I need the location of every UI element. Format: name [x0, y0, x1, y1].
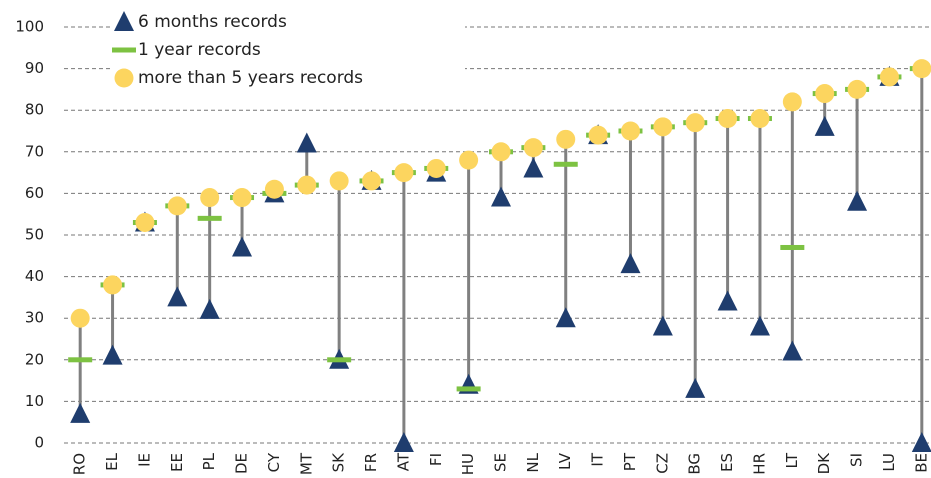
y-tick-label: 100	[15, 18, 44, 36]
circle-marker	[394, 163, 414, 183]
x-tick-label: RO	[71, 453, 89, 475]
x-tick-label: FI	[427, 453, 445, 466]
triangle-marker	[555, 307, 576, 328]
x-tick-label: LT	[783, 452, 801, 468]
triangle-marker	[393, 432, 414, 452]
x-tick-label: EL	[103, 452, 121, 470]
circle-marker	[523, 138, 543, 158]
circle-marker	[815, 84, 835, 104]
circle-marker	[620, 121, 640, 141]
triangle-marker	[491, 186, 511, 207]
circle-marker	[329, 171, 349, 191]
y-tick-label: 0	[34, 434, 44, 452]
circle-marker	[912, 59, 931, 79]
circle-marker	[653, 117, 673, 137]
circle-marker	[200, 188, 220, 208]
x-tick-label: NL	[524, 452, 542, 472]
circle-marker	[556, 129, 576, 149]
circle-marker	[103, 275, 123, 295]
triangle-marker	[70, 402, 91, 423]
circle-marker	[847, 79, 867, 99]
x-tick-label: HU	[459, 453, 477, 475]
legend-label: more than 5 years records	[138, 68, 363, 88]
circle-marker	[135, 213, 155, 233]
dash-marker	[553, 161, 578, 167]
circle-marker	[491, 142, 511, 162]
circle-marker	[879, 67, 899, 87]
y-tick-label: 90	[25, 59, 44, 77]
legend-label: 1 year records	[138, 40, 261, 60]
triangle-marker	[847, 190, 868, 211]
x-tick-label: AT	[394, 452, 412, 471]
x-tick-label: IT	[589, 452, 607, 466]
dash-marker	[68, 357, 93, 363]
triangle-marker	[167, 286, 188, 307]
legend-label: 6 months records	[138, 12, 287, 32]
dash-marker	[327, 357, 352, 363]
x-tick-label: SE	[492, 453, 510, 472]
x-tick-label: HR	[750, 453, 768, 475]
x-tick-label: DK	[815, 452, 833, 475]
circle-marker	[718, 109, 738, 129]
triangle-marker	[620, 253, 641, 274]
x-tick-label: ES	[718, 453, 736, 472]
y-tick-label: 30	[25, 309, 44, 327]
triangle-marker	[102, 344, 123, 365]
triangle-marker	[523, 157, 544, 178]
x-tick-label: CY	[265, 452, 283, 472]
legend-swatch	[114, 68, 134, 88]
x-tick-label: FR	[362, 453, 380, 472]
x-tick-label: MT	[297, 452, 315, 475]
circle-marker	[782, 92, 802, 112]
dash-marker	[780, 244, 805, 250]
triangle-marker	[652, 315, 673, 336]
triangle-marker	[232, 236, 253, 257]
dash-marker	[197, 215, 222, 221]
y-tick-label: 10	[25, 392, 44, 410]
circle-marker	[362, 171, 382, 191]
x-tick-label: SI	[848, 453, 866, 467]
circle-marker	[750, 109, 770, 129]
circle-marker	[70, 308, 90, 328]
triangle-marker	[296, 132, 317, 153]
y-tick-label: 60	[25, 184, 44, 202]
triangle-marker	[749, 315, 770, 336]
triangle-marker	[685, 377, 706, 398]
y-tick-label: 40	[25, 267, 44, 285]
triangle-marker	[199, 298, 220, 319]
x-tick-label: LV	[556, 452, 574, 470]
x-tick-label: EE	[168, 453, 186, 472]
circle-marker	[167, 196, 187, 216]
triangle-marker	[911, 432, 931, 452]
legend-swatch	[112, 47, 136, 53]
triangle-marker	[814, 115, 835, 136]
circle-marker	[264, 179, 284, 199]
legend-swatch	[114, 11, 134, 31]
y-tick-label: 20	[25, 350, 44, 368]
circle-marker	[426, 158, 446, 178]
y-tick-label: 80	[25, 101, 44, 119]
x-tick-label: LU	[880, 453, 898, 472]
dash-marker	[456, 386, 481, 392]
x-tick-label: BG	[686, 453, 704, 475]
circle-marker	[588, 125, 608, 145]
x-tick-label: DE	[233, 453, 251, 474]
y-tick-label: 50	[25, 226, 44, 244]
circle-marker	[685, 113, 705, 133]
circle-marker	[297, 175, 317, 195]
x-tick-label: PL	[200, 452, 218, 470]
triangle-marker	[717, 290, 738, 311]
circle-marker	[232, 188, 252, 208]
circle-marker	[459, 150, 479, 170]
x-tick-label: BE	[912, 453, 930, 473]
x-tick-label: IE	[135, 453, 153, 467]
x-tick-label: SK	[330, 452, 348, 473]
x-tick-label: PT	[621, 452, 639, 471]
triangle-marker	[782, 340, 803, 361]
x-tick-label: CZ	[653, 453, 671, 474]
legend-background	[110, 8, 465, 94]
y-tick-label: 70	[25, 142, 44, 160]
